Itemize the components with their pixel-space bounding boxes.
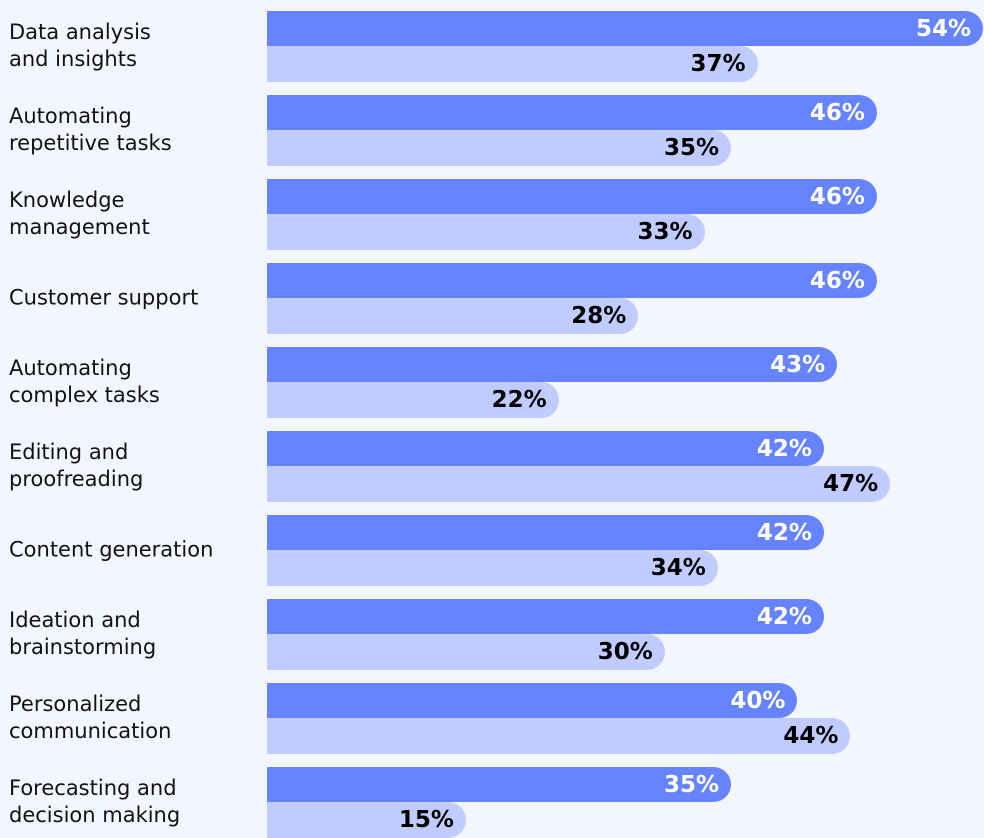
category-label: Data analysis and insights (9, 20, 151, 71)
value-label: 35% (664, 771, 720, 798)
bar (267, 11, 983, 46)
bar (267, 95, 877, 130)
bar (267, 718, 851, 754)
category-label: Content generation (9, 537, 214, 562)
bar (267, 466, 891, 502)
bar (267, 263, 877, 298)
value-label: 42% (756, 435, 812, 462)
value-label: 30% (597, 639, 653, 665)
bar (267, 46, 758, 82)
bar (267, 802, 466, 838)
bar (267, 515, 824, 550)
value-label: 47% (823, 471, 879, 497)
value-label: 33% (637, 219, 693, 245)
category-label: Ideation and brainstorming (9, 608, 157, 659)
value-label: 35% (664, 135, 720, 161)
bar (267, 683, 798, 718)
category-label: Personalized communication (9, 692, 172, 743)
value-label: 44% (783, 723, 839, 749)
category-label: Automating repetitive tasks (9, 104, 172, 155)
value-label: 42% (756, 603, 812, 630)
bar (267, 298, 639, 334)
bar (267, 347, 838, 382)
value-label: 42% (756, 519, 812, 546)
category-label: Customer support (9, 285, 199, 310)
bar (267, 179, 877, 214)
value-label: 15% (398, 807, 454, 833)
bar (267, 382, 559, 418)
value-label: 40% (730, 687, 786, 714)
value-label: 54% (915, 15, 971, 42)
bar (267, 431, 824, 466)
bar (267, 599, 824, 634)
value-label: 34% (650, 555, 706, 581)
value-label: 43% (770, 351, 826, 378)
category-label: Editing and proofreading (9, 440, 144, 491)
value-label: 37% (690, 51, 746, 77)
bar (267, 767, 732, 802)
bar (267, 634, 665, 670)
bar (267, 214, 705, 250)
value-label: 46% (809, 267, 865, 294)
category-label: Knowledge management (9, 188, 150, 239)
value-label: 22% (491, 387, 547, 413)
category-label: Forecasting and decision making (9, 776, 181, 827)
bar (267, 130, 732, 166)
category-label: Automating complex tasks (9, 356, 160, 407)
value-label: 28% (571, 303, 627, 329)
bar (267, 550, 718, 586)
value-label: 46% (809, 183, 865, 210)
value-label: 46% (809, 99, 865, 126)
